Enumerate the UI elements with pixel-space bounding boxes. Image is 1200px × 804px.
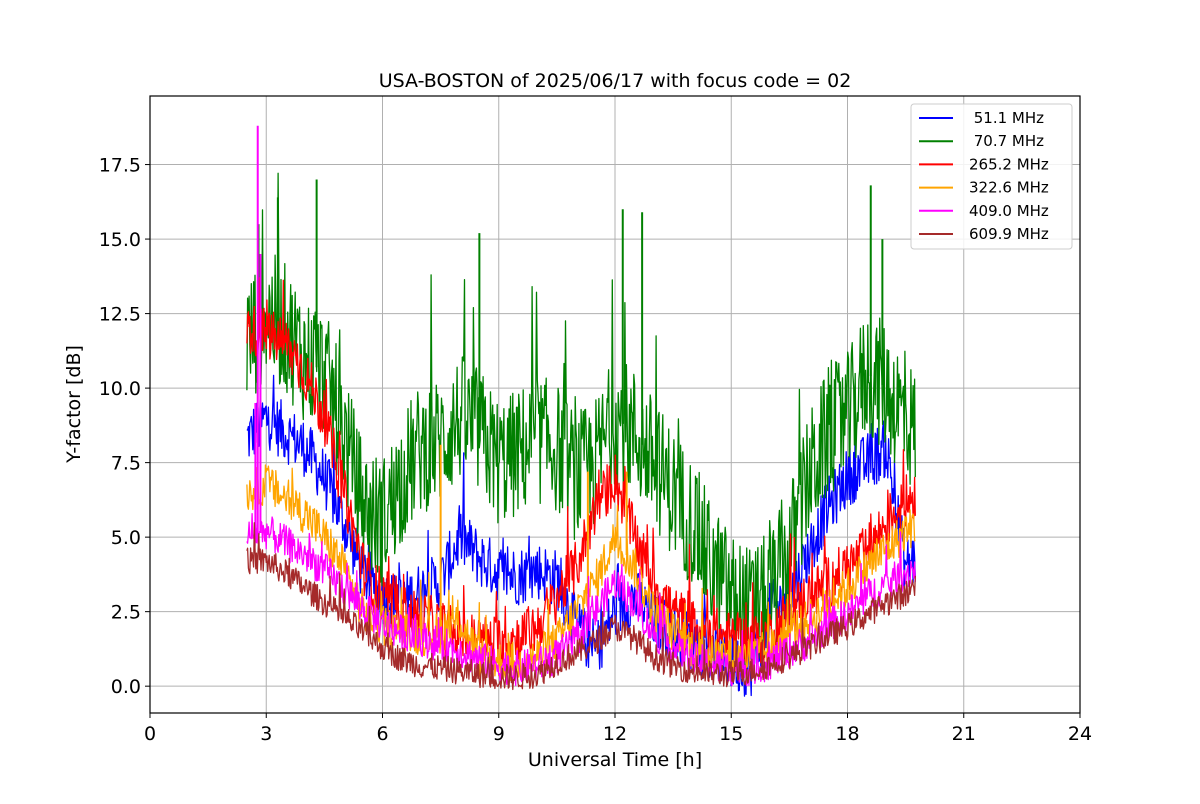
y-tick-label: 17.5 — [99, 155, 141, 177]
series-line — [246, 374, 916, 697]
plot-area — [246, 125, 916, 697]
series-line — [246, 277, 916, 668]
y-axis-ticks: 0.0 2.5 5.0 7.5 10.0 12.5 15.0 17.5 — [99, 155, 150, 698]
y-tick-label: 2.5 — [111, 602, 141, 624]
legend-label: 265.2 MHz — [969, 155, 1049, 173]
legend-label: 51.1 MHz — [969, 109, 1044, 127]
legend: 51.1 MHz 70.7 MHz 265.2 MHz 322.6 MHz 409.0… — [910, 103, 1073, 250]
x-tick-label: 3 — [260, 723, 272, 745]
x-tick-label: 0 — [144, 723, 156, 745]
y-axis-label: Y-factor [dB] — [63, 345, 85, 464]
x-tick-label: 15 — [719, 723, 743, 745]
x-tick-label: 6 — [376, 723, 388, 745]
series-layer — [246, 125, 916, 697]
y-tick-label: 10.0 — [99, 378, 141, 400]
legend-label: 322.6 MHz — [969, 179, 1049, 197]
x-tick-label: 18 — [835, 723, 859, 745]
chart-title: USA-BOSTON of 2025/06/17 with focus code… — [379, 70, 852, 92]
x-axis-ticks: 0 3 6 9 12 15 18 21 24 — [144, 713, 1092, 745]
series-line — [246, 522, 916, 691]
y-tick-label: 7.5 — [111, 453, 141, 475]
y-tick-label: 12.5 — [99, 304, 141, 326]
x-axis-label: Universal Time [h] — [528, 749, 702, 771]
series-line — [246, 172, 916, 670]
x-tick-label: 21 — [952, 723, 976, 745]
x-tick-label: 12 — [603, 723, 627, 745]
legend-label: 409.0 MHz — [969, 202, 1049, 220]
legend-label: 609.9 MHz — [969, 225, 1049, 243]
x-tick-label: 24 — [1068, 723, 1092, 745]
x-tick-label: 9 — [493, 723, 505, 745]
y-tick-label: 5.0 — [111, 527, 141, 549]
y-tick-label: 15.0 — [99, 229, 141, 251]
y-tick-label: 0.0 — [111, 676, 141, 698]
legend-items: 51.1 MHz 70.7 MHz 265.2 MHz 322.6 MHz 409.0… — [919, 109, 1049, 243]
legend-label: 70.7 MHz — [969, 132, 1044, 150]
